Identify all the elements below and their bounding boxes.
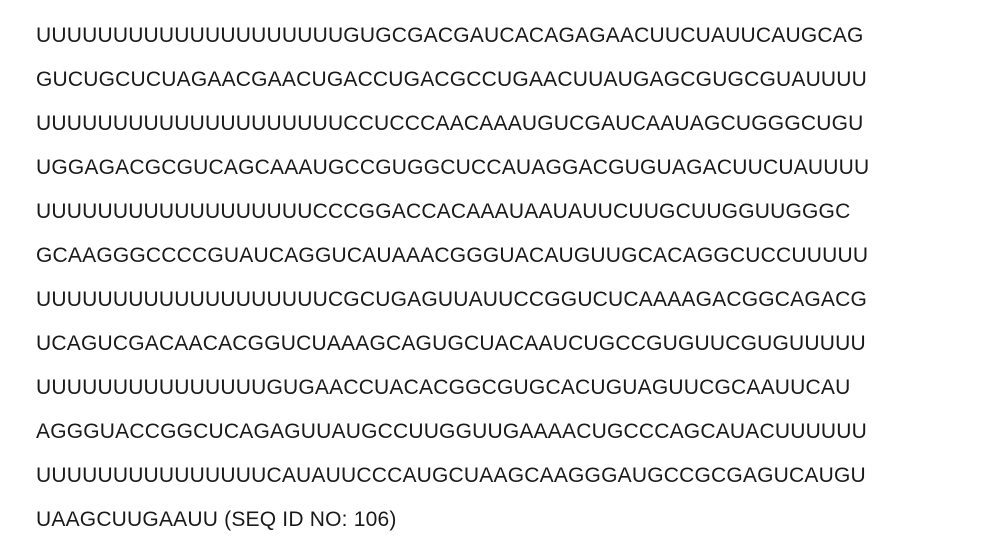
sequence-line: UUUUUUUUUUUUUUUUUUUCGCUGAGUUAUUCCGGUCUCA… — [36, 278, 971, 322]
sequence-line: UCAGUCGACAACACGGUCUAAAGCAGUGCUACAAUCUGCC… — [36, 322, 971, 366]
sequence-line: UUUUUUUUUUUUUUUUUUUUCCUCCCAACAAAUGUCGAUC… — [36, 102, 971, 146]
sequence-line: GUCUGCUCUAGAACGAACUGACCUGACGCCUGAACUUAUG… — [36, 58, 971, 102]
sequence-line: UUUUUUUUUUUUUUUCAUAUUCCCAUGCUAAGCAAGGGAU… — [36, 454, 971, 498]
sequence-line: UUUUUUUUUUUUUUUUUUUUGUGCGACGAUCACAGAGAAC… — [36, 14, 971, 58]
sequence-line: UUUUUUUUUUUUUUUUUUCCCGGACCACAAAUAAUAUUCU… — [36, 190, 971, 234]
sequence-line: GCAAGGGCCCCGUAUCAGGUCAUAAACGGGUACAUGUUGC… — [36, 234, 971, 278]
sequence-page: UUUUUUUUUUUUUUUUUUUUGUGCGACGAUCACAGAGAAC… — [0, 0, 999, 539]
sequence-line: AGGGUACCGGCUCAGAGUUAUGCCUUGGUUGAAAACUGCC… — [36, 410, 971, 454]
sequence-line: UGGAGACGCGUCAGCAAAUGCCGUGGCUCCAUAGGACGUG… — [36, 146, 971, 190]
sequence-line-last: UAAGCUUGAAUU (SEQ ID NO: 106) — [36, 498, 971, 539]
sequence-line: UUUUUUUUUUUUUUUGUGAACCUACACGGCGUGCACUGUA… — [36, 366, 971, 410]
